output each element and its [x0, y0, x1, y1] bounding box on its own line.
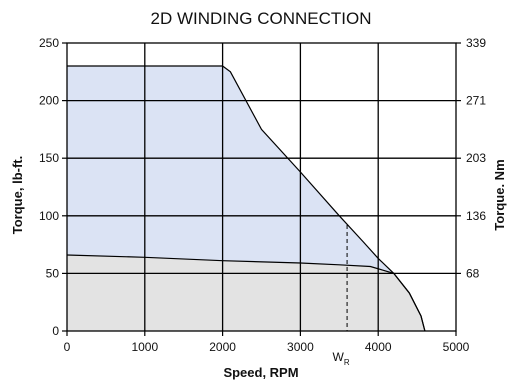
x-tick-label: 5000	[443, 340, 470, 354]
y2-axis-label: Torque. Nm	[492, 159, 507, 230]
y-tick-label: 250	[39, 36, 59, 50]
y-tick-label: 150	[39, 151, 59, 165]
x-axis-label: Speed, RPM	[223, 365, 298, 380]
y-axis-label: Torque, lb-ft.	[10, 156, 25, 234]
y-tick-label: 100	[39, 209, 59, 223]
plot-frame	[66, 42, 457, 332]
y-tick-label: 200	[39, 94, 59, 108]
y-tick-label: 0	[52, 324, 59, 338]
x-tick-label: 0	[64, 340, 71, 354]
plot-area: WR 0 50 100 150 200 250 68 136 203 271 339 0 1000 2000…	[39, 36, 486, 367]
wr-label: WR	[333, 350, 350, 367]
y2-tick-label: 203	[466, 151, 486, 165]
x-tick-label: 1000	[131, 340, 158, 354]
x-tick-label: 3000	[287, 340, 314, 354]
x-tick-label: 4000	[365, 340, 392, 354]
chart-title: 2D WINDING CONNECTION	[151, 9, 372, 28]
y-tick-label: 50	[46, 266, 60, 280]
y2-tick-label: 271	[466, 94, 486, 108]
x-tick-label: 2000	[209, 340, 236, 354]
y2-tick-label: 68	[466, 266, 480, 280]
continuous-curve	[66, 254, 426, 332]
y2-tick-label: 339	[466, 36, 486, 50]
y2-tick-label: 136	[466, 209, 486, 223]
